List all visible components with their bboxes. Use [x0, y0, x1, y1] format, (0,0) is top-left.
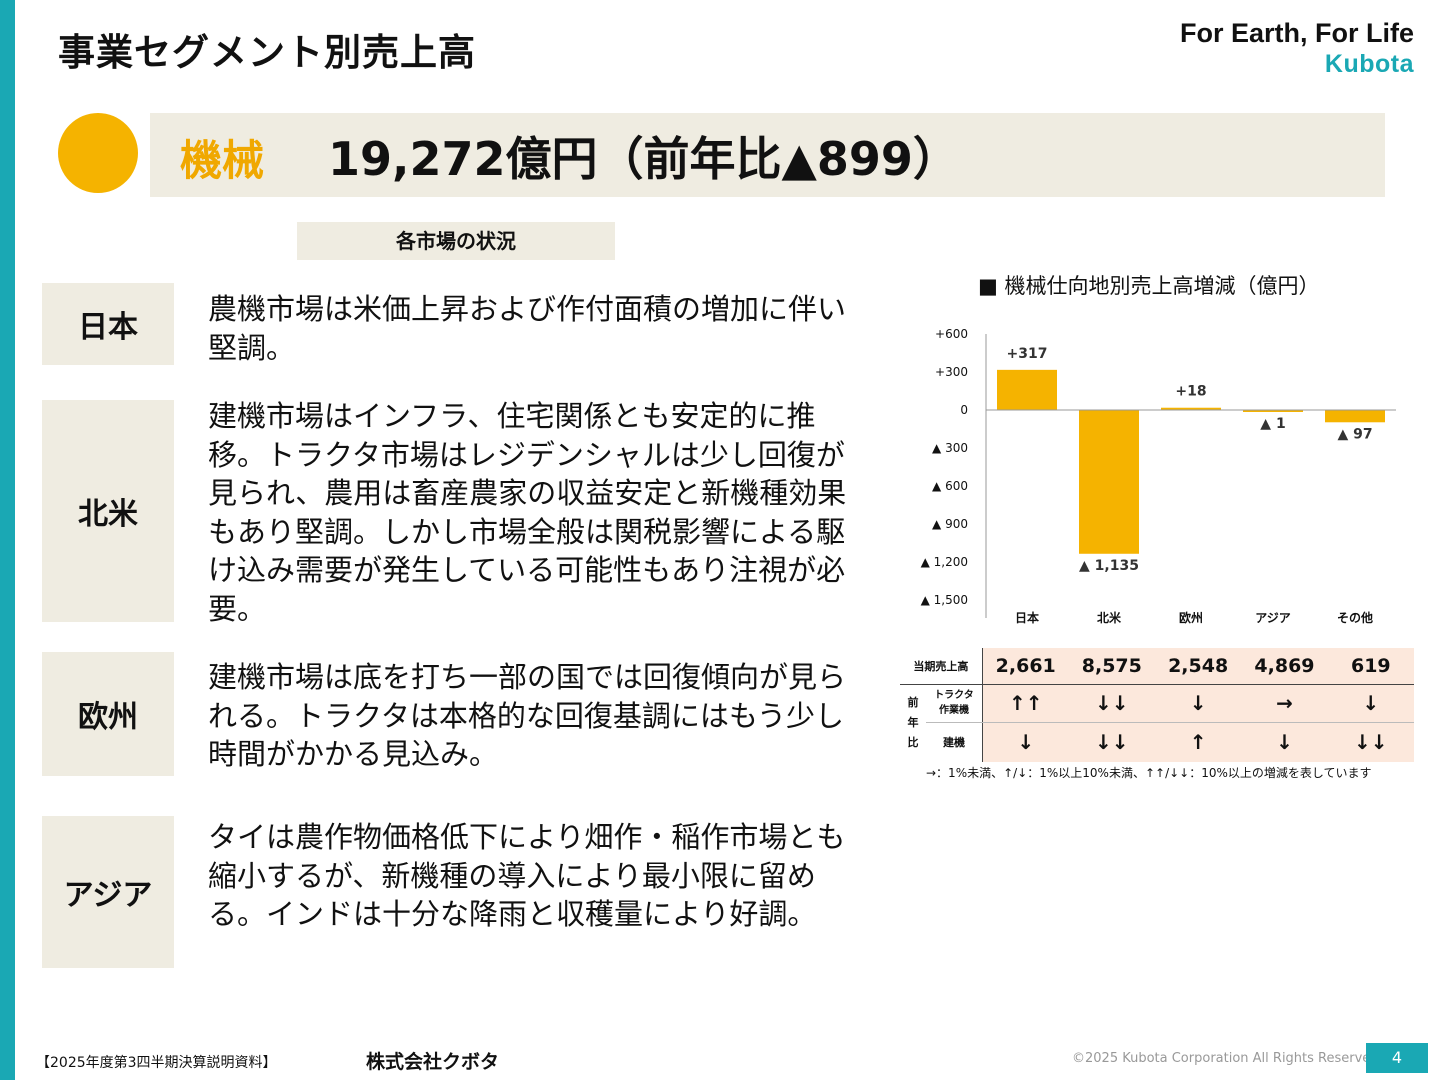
tractor-trend-japan: ↑↑ — [982, 684, 1069, 723]
tractor-row-label: トラクタ 作業機 — [926, 684, 983, 723]
tractor-trend-europe: ↓ — [1154, 684, 1242, 723]
chart-title: ■ 機械仕向地別売上高増減（億円） — [978, 274, 1320, 298]
tractor-trend-north-america: ↓↓ — [1068, 684, 1155, 723]
y-tick-label: ▲ 900 — [932, 517, 968, 531]
sales-value-north-america: 8,575 — [1068, 648, 1155, 685]
data-label: ▲ 1 — [1260, 416, 1285, 432]
bar-4 — [1325, 410, 1385, 423]
construction-row: 建機 ↓ ↓↓ ↑ ↓ ↓↓ — [900, 722, 1414, 762]
yoy-label-char: 年 — [907, 716, 919, 730]
sales-row-label: 当期売上高 — [900, 648, 983, 685]
y-tick-label: +600 — [935, 327, 968, 341]
construction-row-label: 建機 — [926, 722, 983, 762]
headline-amount: 19,272億円（前年比▲899） — [328, 132, 959, 186]
sales-row: 当期売上高 2,661 8,575 2,548 4,869 619 — [900, 648, 1414, 685]
x-category-label: 北米 — [1097, 610, 1122, 625]
region-label-north-america: 北米 — [42, 400, 174, 622]
y-tick-label: ▲ 1,500 — [921, 593, 968, 607]
data-label: +317 — [1007, 346, 1048, 362]
data-label: +18 — [1175, 384, 1206, 400]
x-category-label: アジア — [1255, 611, 1291, 625]
y-tick-label: 0 — [960, 403, 968, 417]
yoy-label-char: 前 — [907, 696, 919, 710]
x-category-label: その他 — [1337, 610, 1373, 625]
bar-2 — [1161, 407, 1221, 410]
construction-trend-other: ↓↓ — [1327, 722, 1414, 762]
kubota-logo: Kubota — [1324, 50, 1414, 78]
yoy-label-char: 比 — [907, 736, 919, 750]
bar-1 — [1079, 410, 1139, 554]
sales-value-europe: 2,548 — [1154, 648, 1242, 685]
page-number: 4 — [1366, 1043, 1428, 1073]
tractor-label-line: トラクタ — [934, 690, 974, 701]
y-tick-label: +300 — [935, 365, 968, 379]
construction-trend-europe: ↑ — [1154, 722, 1242, 762]
sales-value-asia: 4,869 — [1241, 648, 1328, 685]
left-accent-bar — [0, 0, 15, 1080]
footer-document-title: 【2025年度第3四半期決算説明資料】 — [36, 1055, 277, 1071]
y-tick-label: ▲ 300 — [932, 441, 968, 455]
region-label-europe: 欧州 — [42, 652, 174, 776]
segment-circle-icon — [58, 113, 138, 193]
x-category-label: 欧州 — [1179, 610, 1203, 625]
bar-3 — [1243, 410, 1303, 412]
region-label-asia: アジア — [42, 816, 174, 968]
x-category-label: 日本 — [1015, 610, 1039, 625]
construction-trend-japan: ↓ — [982, 722, 1069, 762]
trend-legend-note: →：1%未満、↑/↓：1%以上10%未満、↑↑/↓↓：10%以上の増減を表してい… — [926, 766, 1372, 780]
y-tick-label: ▲ 1,200 — [921, 555, 968, 569]
construction-trend-north-america: ↓↓ — [1068, 722, 1155, 762]
headline-segment: 機械 — [180, 136, 265, 185]
region-label-japan: 日本 — [42, 283, 174, 365]
tractor-row: 前 年 比 トラクタ 作業機 ↑↑ ↓↓ ↓ → ↓ — [900, 684, 1414, 749]
sales-trend-table: 当期売上高 2,661 8,575 2,548 4,869 619 前 年 比 … — [900, 648, 1414, 762]
tractor-label-line: 作業機 — [938, 705, 969, 716]
construction-trend-asia: ↓ — [1241, 722, 1328, 762]
data-label: ▲ 97 — [1337, 426, 1372, 442]
page-title: 事業セグメント別売上高 — [58, 31, 476, 74]
tagline: For Earth, For Life — [1179, 18, 1414, 48]
region-text-north-america: 建機市場はインフラ、住宅関係とも安定的に推移。トラクタ市場はレジデンシャルは少し… — [208, 399, 847, 626]
headline-band: 機械 19,272億円（前年比▲899） — [150, 113, 1385, 197]
market-status-header: 各市場の状況 — [297, 222, 615, 260]
footer-copyright: ©2025 Kubota Corporation All Rights Rese… — [1072, 1051, 1383, 1066]
region-text-japan: 農機市場は米価上昇および作付面積の増加に伴い堅調。 — [208, 292, 847, 365]
sales-change-bar-chart: +600 +300 0 ▲ 300 ▲ 600 ▲ 900 ▲ 1,200 ▲ 1,500 +3… — [921, 327, 1396, 625]
tractor-trend-asia: → — [1241, 684, 1328, 723]
y-tick-label: ▲ 600 — [932, 479, 968, 493]
footer-company-logo: 株式会社クボタ — [366, 1051, 500, 1073]
sales-value-other: 619 — [1327, 648, 1414, 685]
bar-0 — [997, 369, 1057, 410]
tractor-trend-other: ↓ — [1327, 684, 1414, 723]
data-label: ▲ 1,135 — [1079, 558, 1139, 574]
region-text-europe: 建機市場は底を打ち一部の国では回復傾向が見られる。トラクタは本格的な回復基調には… — [208, 660, 847, 771]
sales-value-japan: 2,661 — [982, 648, 1069, 685]
yoy-label: 前 年 比 — [900, 684, 926, 762]
region-text-asia: タイは農作物価格低下により畑作・稲作市場とも縮小するが、新機種の導入により最小限… — [208, 820, 846, 931]
